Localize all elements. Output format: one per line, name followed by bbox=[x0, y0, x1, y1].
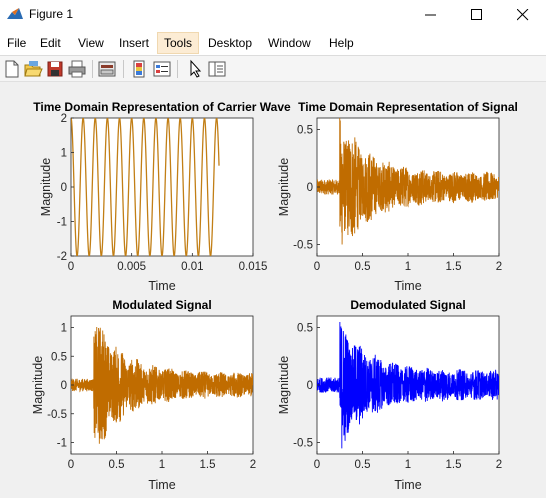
open-file-icon[interactable] bbox=[23, 59, 43, 79]
save-icon[interactable] bbox=[45, 59, 65, 79]
menu-bar: File Edit View Insert Tools Desktop Wind… bbox=[0, 30, 546, 56]
ylabel-demodulated: Magnitude bbox=[277, 356, 291, 414]
signal-line bbox=[317, 118, 499, 245]
modulated-ticks: 0 0.5 1 1.5 2 1 0.5 0 -0.5 -1 bbox=[47, 323, 256, 472]
carrier-ticks: 0 0.005 0.01 0.015 2 1 0 -1 -2 bbox=[57, 113, 268, 273]
x-tick-label: 2 bbox=[250, 459, 256, 471]
figure-toolbar bbox=[0, 56, 546, 82]
x-tick-label: 0 bbox=[314, 261, 320, 273]
y-tick-label: -0.5 bbox=[47, 409, 67, 421]
insert-colorbar-icon[interactable] bbox=[129, 59, 149, 79]
maximize-icon bbox=[471, 9, 482, 20]
demodulated-series-path bbox=[317, 322, 499, 449]
modulated-series-path bbox=[71, 327, 253, 444]
y-tick-label: -1 bbox=[57, 217, 67, 229]
edit-plot-pointer-icon[interactable] bbox=[185, 59, 205, 79]
figure-canvas: 0 0.005 0.01 0.015 2 1 0 -1 -2 Time Domain Repre… bbox=[0, 83, 546, 498]
maximize-button[interactable] bbox=[454, 0, 500, 30]
y-tick-label: 0 bbox=[61, 380, 67, 392]
x-tick-label: 2 bbox=[496, 459, 502, 471]
x-tick-label: 0.5 bbox=[109, 459, 125, 471]
x-tick-label: 1 bbox=[405, 261, 411, 273]
menu-window[interactable]: Window bbox=[268, 36, 311, 50]
y-tick-label: 0 bbox=[307, 182, 313, 194]
menu-insert[interactable]: Insert bbox=[119, 36, 150, 50]
x-tick-label: 0 bbox=[314, 459, 320, 471]
xlabel-modulated: Time bbox=[148, 478, 175, 492]
ylabel-modulated: Magnitude bbox=[31, 356, 45, 414]
y-tick-label: 0.5 bbox=[51, 351, 67, 363]
carrier-wave-line bbox=[71, 118, 220, 256]
y-tick-label: -0.5 bbox=[293, 438, 313, 450]
menu-view[interactable]: View bbox=[78, 36, 104, 50]
x-tick-label: 1 bbox=[159, 459, 165, 471]
link-plot-icon[interactable] bbox=[97, 59, 117, 79]
signal-ticks: 0 0.5 1 1.5 20.50-0.5 bbox=[293, 125, 502, 274]
x-tick-label: 2 bbox=[496, 261, 502, 273]
y-tick-label: -0.5 bbox=[293, 240, 313, 252]
insert-legend-icon[interactable] bbox=[152, 59, 172, 79]
x-tick-label: 0.005 bbox=[117, 261, 146, 273]
x-tick-label: 1.5 bbox=[446, 261, 462, 273]
minimize-button[interactable] bbox=[408, 0, 454, 30]
modulated-signal-line bbox=[71, 327, 253, 444]
x-tick-label: 0.015 bbox=[239, 261, 268, 273]
y-tick-label: -1 bbox=[57, 438, 67, 450]
plot-title-carrier: Time Domain Representation of Carrier Wa… bbox=[33, 100, 291, 114]
xlabel-signal: Time bbox=[394, 279, 421, 293]
ylabel-carrier: Magnitude bbox=[39, 158, 53, 216]
demodulated-signal-line bbox=[317, 322, 499, 449]
x-tick-label: 1 bbox=[405, 459, 411, 471]
property-inspector-icon[interactable] bbox=[207, 59, 227, 79]
new-figure-icon[interactable] bbox=[2, 59, 22, 79]
toolbar-separator bbox=[177, 60, 178, 78]
demodulated-ticks: 0 0.5 1 1.5 20.50-0.5 bbox=[293, 323, 502, 472]
plot-title-modulated: Modulated Signal bbox=[112, 298, 211, 312]
matlab-figure-icon bbox=[7, 8, 23, 19]
plot-title-signal: Time Domain Representation of Signal bbox=[298, 100, 518, 114]
y-tick-label: 0 bbox=[307, 380, 313, 392]
menu-tools[interactable]: Tools bbox=[157, 32, 200, 54]
subplot-modulated: 0 0.5 1 1.5 2 1 0.5 0 -0.5 -1 Modulated Signal Ti… bbox=[31, 298, 256, 492]
y-tick-label: 2 bbox=[61, 113, 67, 125]
plot-title-demodulated: Demodulated Signal bbox=[350, 298, 465, 312]
ylabel-signal: Magnitude bbox=[277, 158, 291, 216]
x-tick-label: 0.5 bbox=[355, 459, 371, 471]
minimize-icon bbox=[425, 14, 436, 16]
menu-desktop[interactable]: Desktop bbox=[208, 36, 253, 50]
y-tick-label: 0.5 bbox=[297, 125, 313, 137]
print-icon[interactable] bbox=[67, 59, 87, 79]
y-tick-label: -2 bbox=[57, 251, 67, 263]
subplot-signal: 0 0.5 1 1.5 20.50-0.5 Time Domain Representa… bbox=[277, 100, 518, 293]
menu-help[interactable]: Help bbox=[329, 36, 354, 50]
carrier-series-path bbox=[71, 118, 220, 256]
y-tick-label: 0.5 bbox=[297, 323, 313, 335]
y-tick-label: 1 bbox=[61, 323, 67, 335]
close-icon bbox=[517, 9, 529, 21]
menu-edit[interactable]: Edit bbox=[40, 36, 61, 50]
menu-file[interactable]: File bbox=[7, 36, 27, 50]
close-button[interactable] bbox=[500, 0, 546, 30]
window-title: Figure 1 bbox=[29, 7, 74, 21]
x-tick-label: 0.01 bbox=[181, 261, 203, 273]
y-tick-label: 1 bbox=[61, 148, 67, 160]
subplot-demodulated: 0 0.5 1 1.5 20.50-0.5 Demodulated Signal Tim… bbox=[277, 298, 502, 492]
x-tick-label: 0 bbox=[68, 261, 74, 273]
x-tick-label: 1.5 bbox=[200, 459, 216, 471]
x-tick-label: 0 bbox=[68, 459, 74, 471]
xlabel-carrier: Time bbox=[148, 279, 175, 293]
x-tick-label: 0.5 bbox=[355, 261, 371, 273]
xlabel-demodulated: Time bbox=[394, 478, 421, 492]
window-titlebar: Figure 1 bbox=[0, 0, 546, 30]
signal-series-path bbox=[317, 118, 499, 245]
y-tick-label: 0 bbox=[61, 182, 67, 194]
subplot-carrier: 0 0.005 0.01 0.015 2 1 0 -1 -2 Time Domain Repre… bbox=[33, 100, 291, 293]
x-tick-label: 1.5 bbox=[446, 459, 462, 471]
toolbar-separator bbox=[92, 60, 93, 78]
toolbar-separator bbox=[123, 60, 124, 78]
